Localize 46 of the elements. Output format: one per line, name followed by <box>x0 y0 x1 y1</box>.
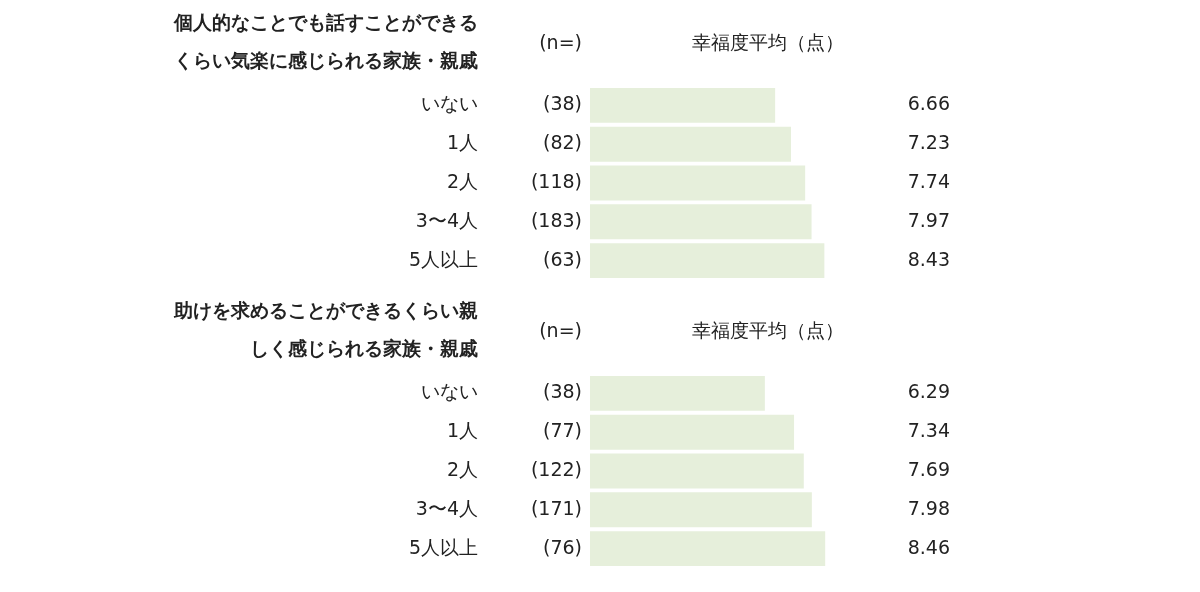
bar <box>590 375 765 411</box>
y-tick-label: いない <box>421 92 478 115</box>
data-label: 7.74 <box>907 169 950 192</box>
bar <box>590 453 804 489</box>
bar <box>590 126 791 162</box>
text: 個人的なことでも話すことができるくらい気楽に感じられる家族・親戚 <box>173 10 478 71</box>
bar <box>590 414 795 450</box>
data-label: 6.29 <box>907 380 950 403</box>
bar <box>590 492 812 528</box>
y-tick-label: 5人以上 <box>408 247 478 270</box>
text: 助けを求めることができるくらい親しく感じられる家族・親戚 <box>173 298 478 359</box>
data-label: 8.46 <box>907 535 950 558</box>
data-label: 7.34 <box>907 419 950 442</box>
text: (63) <box>542 247 582 270</box>
text: (38) <box>542 380 582 403</box>
text: (n=) <box>539 30 582 53</box>
data-label: 6.66 <box>907 92 950 115</box>
y-tick-label: いない <box>421 380 478 403</box>
data-label: 8.43 <box>907 247 950 270</box>
bar <box>590 87 776 123</box>
bar <box>590 243 825 279</box>
y-tick-label: 3〜4人 <box>415 208 478 231</box>
x-axis-title: 幸福度平均（点） <box>692 30 844 53</box>
bar <box>590 165 806 201</box>
y-tick-label: 2人 <box>446 169 478 192</box>
text: (76) <box>542 535 582 558</box>
data-label: 7.97 <box>907 208 950 231</box>
text: (118) <box>530 169 582 192</box>
text: (n=) <box>539 318 582 341</box>
y-tick-label: 5人以上 <box>408 535 478 558</box>
data-label: 7.69 <box>907 457 950 480</box>
data-label: 7.23 <box>907 131 950 154</box>
y-tick-label: 3〜4人 <box>415 496 478 519</box>
data-label: 7.98 <box>907 496 950 519</box>
y-tick-label: 2人 <box>446 457 478 480</box>
text: (183) <box>530 208 582 231</box>
bar <box>590 204 812 240</box>
y-tick-label: 1人 <box>446 419 478 442</box>
text: (122) <box>530 457 582 480</box>
text: (77) <box>542 419 582 442</box>
text: (171) <box>530 496 582 519</box>
bar <box>590 531 826 567</box>
text: (82) <box>542 131 582 154</box>
text: (38) <box>542 92 582 115</box>
y-tick-label: 1人 <box>446 131 478 154</box>
x-axis-title: 幸福度平均（点） <box>692 318 844 341</box>
